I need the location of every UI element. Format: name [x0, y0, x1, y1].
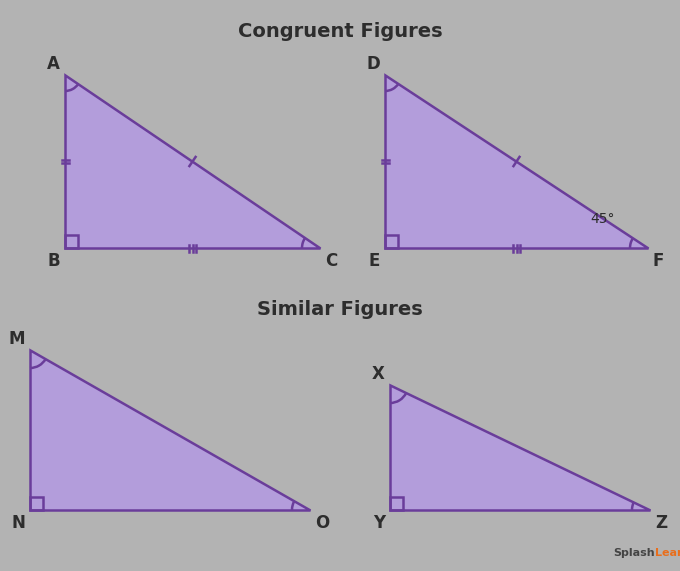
Text: M: M — [8, 330, 25, 348]
Text: X: X — [372, 365, 385, 383]
Polygon shape — [385, 75, 648, 248]
Polygon shape — [390, 385, 650, 510]
Text: F: F — [653, 252, 664, 270]
Text: Y: Y — [373, 514, 385, 532]
Text: D: D — [367, 55, 380, 73]
Polygon shape — [65, 75, 320, 248]
Text: Learn: Learn — [655, 548, 680, 558]
Text: B: B — [48, 252, 60, 270]
Polygon shape — [30, 350, 310, 510]
Text: O: O — [315, 514, 329, 532]
Text: 45°: 45° — [590, 212, 615, 226]
Text: N: N — [11, 514, 25, 532]
Text: A: A — [47, 55, 60, 73]
Text: Congruent Figures: Congruent Figures — [238, 22, 442, 41]
Text: E: E — [369, 252, 380, 270]
Text: Similar Figures: Similar Figures — [257, 300, 423, 319]
Text: Z: Z — [655, 514, 667, 532]
Text: C: C — [325, 252, 337, 270]
Text: Splash: Splash — [613, 548, 655, 558]
